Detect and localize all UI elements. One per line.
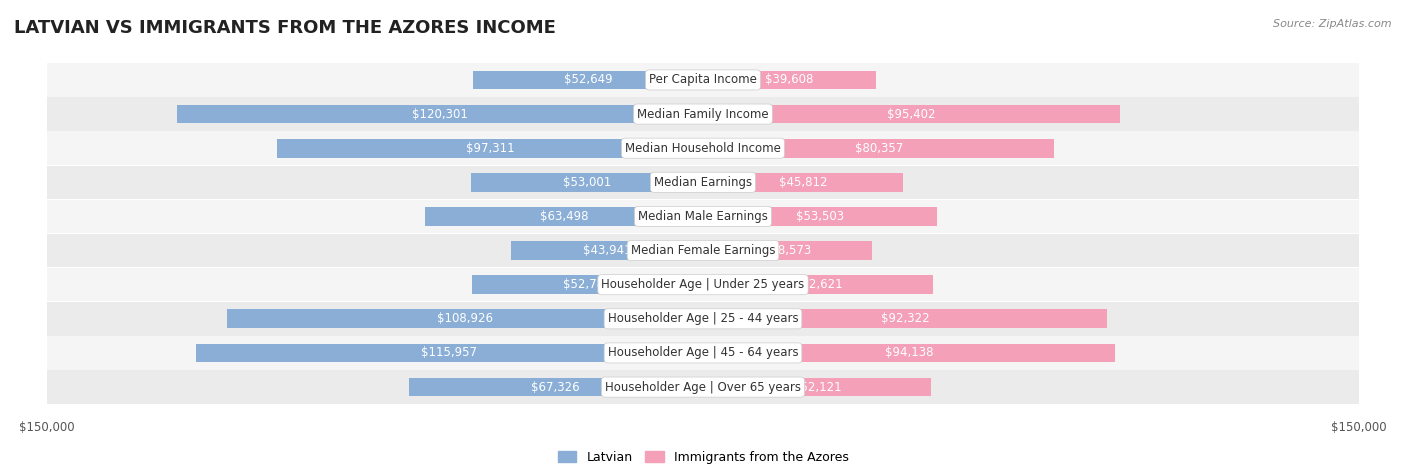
Bar: [703, 173, 904, 191]
Bar: [177, 105, 703, 123]
Text: $120,301: $120,301: [412, 107, 468, 120]
Text: LATVIAN VS IMMIGRANTS FROM THE AZORES INCOME: LATVIAN VS IMMIGRANTS FROM THE AZORES IN…: [14, 19, 555, 37]
Text: Source: ZipAtlas.com: Source: ZipAtlas.com: [1274, 19, 1392, 28]
Bar: [703, 276, 934, 294]
Bar: [510, 241, 703, 260]
Bar: [703, 207, 936, 226]
Text: $97,311: $97,311: [465, 142, 515, 155]
Bar: [46, 336, 1360, 370]
Bar: [703, 71, 876, 89]
Text: Householder Age | 45 - 64 years: Householder Age | 45 - 64 years: [607, 347, 799, 360]
Text: $95,402: $95,402: [887, 107, 936, 120]
Bar: [472, 276, 703, 294]
Bar: [472, 71, 703, 89]
Bar: [703, 310, 1107, 328]
Text: $80,357: $80,357: [855, 142, 903, 155]
Text: $38,573: $38,573: [763, 244, 811, 257]
Legend: Latvian, Immigrants from the Azores: Latvian, Immigrants from the Azores: [553, 446, 853, 467]
Text: $39,608: $39,608: [765, 73, 814, 86]
Bar: [46, 200, 1360, 233]
Bar: [703, 105, 1121, 123]
Bar: [46, 97, 1360, 131]
Text: Householder Age | Under 25 years: Householder Age | Under 25 years: [602, 278, 804, 291]
Text: $115,957: $115,957: [422, 347, 478, 360]
Bar: [226, 310, 703, 328]
Text: $52,121: $52,121: [793, 381, 841, 394]
Text: $53,503: $53,503: [796, 210, 844, 223]
Bar: [46, 268, 1360, 301]
Bar: [195, 344, 703, 362]
Bar: [46, 166, 1360, 199]
Text: $52,649: $52,649: [564, 73, 612, 86]
Text: $67,326: $67,326: [531, 381, 581, 394]
Text: Per Capita Income: Per Capita Income: [650, 73, 756, 86]
Text: $53,001: $53,001: [562, 176, 612, 189]
Text: $43,941: $43,941: [582, 244, 631, 257]
Bar: [409, 378, 703, 396]
Text: Householder Age | Over 65 years: Householder Age | Over 65 years: [605, 381, 801, 394]
Text: $63,498: $63,498: [540, 210, 588, 223]
Text: $52,783: $52,783: [564, 278, 612, 291]
Bar: [703, 139, 1054, 157]
Bar: [703, 344, 1115, 362]
Text: Householder Age | 25 - 44 years: Householder Age | 25 - 44 years: [607, 312, 799, 325]
Text: Median Family Income: Median Family Income: [637, 107, 769, 120]
Bar: [425, 207, 703, 226]
Bar: [277, 139, 703, 157]
Text: Median Female Earnings: Median Female Earnings: [631, 244, 775, 257]
Text: Median Household Income: Median Household Income: [626, 142, 780, 155]
Text: $52,621: $52,621: [794, 278, 842, 291]
Text: Median Male Earnings: Median Male Earnings: [638, 210, 768, 223]
Text: $92,322: $92,322: [880, 312, 929, 325]
Bar: [46, 302, 1360, 335]
Bar: [703, 241, 872, 260]
Bar: [471, 173, 703, 191]
Text: $45,812: $45,812: [779, 176, 828, 189]
Text: Median Earnings: Median Earnings: [654, 176, 752, 189]
Text: $108,926: $108,926: [437, 312, 492, 325]
Text: $94,138: $94,138: [884, 347, 934, 360]
Bar: [46, 234, 1360, 267]
Bar: [46, 63, 1360, 97]
Bar: [46, 131, 1360, 165]
Bar: [703, 378, 931, 396]
Bar: [46, 370, 1360, 404]
